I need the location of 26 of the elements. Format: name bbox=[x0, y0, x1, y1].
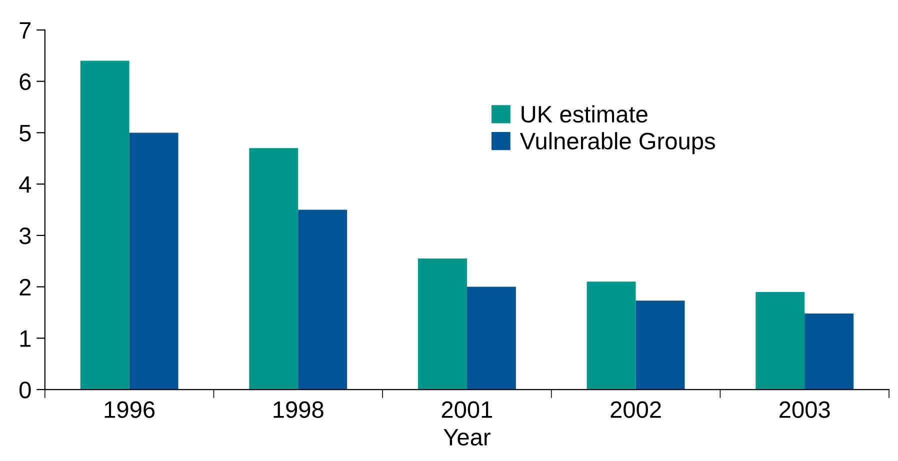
x-tick-label: 1998 bbox=[274, 401, 324, 418]
bar bbox=[586, 282, 636, 390]
bar bbox=[129, 132, 178, 390]
bar bbox=[756, 292, 805, 390]
bar bbox=[298, 210, 348, 390]
bar bbox=[466, 286, 516, 390]
y-tick-label: 3 bbox=[19, 228, 31, 244]
y-tick-label: 1 bbox=[20, 330, 31, 347]
bar bbox=[418, 258, 467, 390]
y-tick-label: 5 bbox=[20, 125, 31, 142]
y-tick-label: 2 bbox=[20, 278, 31, 296]
y-tick-label: 7 bbox=[20, 22, 31, 39]
y-tick-label: 0 bbox=[20, 382, 31, 398]
y-tick-label: 4 bbox=[19, 176, 32, 193]
legend-label: Vulnerable Groups bbox=[520, 132, 715, 154]
bar bbox=[804, 314, 854, 390]
x-tick-label: 2003 bbox=[780, 401, 830, 418]
x-axis-title: Year bbox=[444, 429, 490, 446]
bar bbox=[249, 148, 298, 390]
legend-label: UK estimate bbox=[522, 105, 648, 123]
x-tick-label: 1996 bbox=[104, 401, 155, 418]
bar bbox=[80, 60, 130, 390]
x-tick-label: 2001 bbox=[442, 401, 492, 418]
y-tick-label: 6 bbox=[20, 73, 31, 90]
x-tick-label: 2002 bbox=[610, 401, 661, 418]
bar bbox=[636, 300, 685, 390]
